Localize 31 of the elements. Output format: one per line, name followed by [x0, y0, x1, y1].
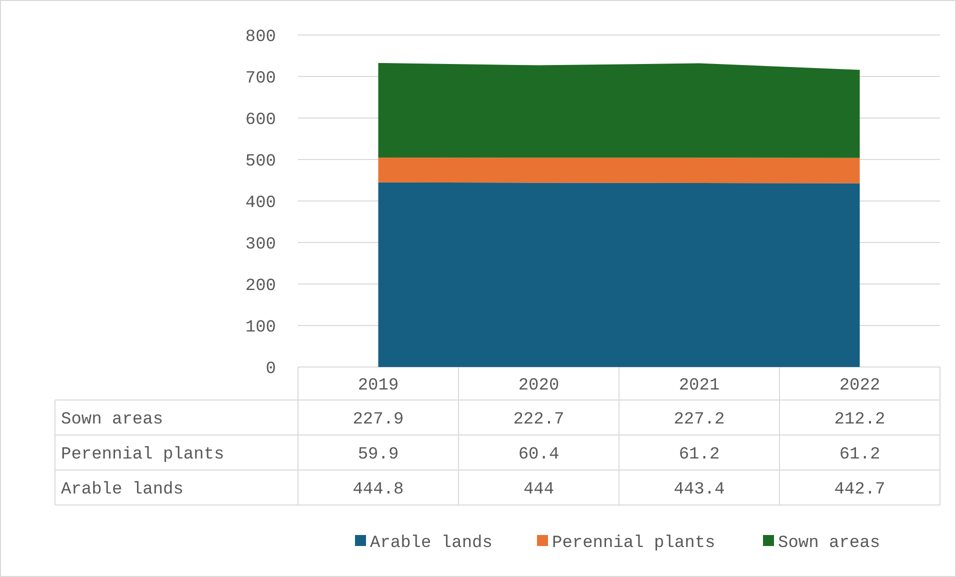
- y-tick-label: 300: [245, 235, 276, 254]
- data-label: 222.7: [513, 410, 564, 430]
- y-tick-label: 400: [245, 194, 276, 213]
- y-tick-label: 0: [266, 360, 276, 379]
- y-tick-label: 800: [245, 28, 276, 47]
- x-tick-label: 2020: [518, 376, 560, 396]
- data-label: 60.4: [518, 445, 560, 464]
- data-label: 227.2: [674, 410, 725, 430]
- legend-label: Sown areas: [778, 534, 880, 553]
- y-tick-label: 100: [245, 318, 276, 338]
- data-label: 61.2: [839, 445, 880, 464]
- data-label: 61.2: [678, 445, 720, 464]
- data-label: 212.2: [834, 410, 886, 430]
- legend-label: Arable lands: [370, 534, 492, 553]
- data-label: 59.9: [358, 445, 399, 464]
- text: Perennial plants: [61, 445, 224, 464]
- text: Arable lands: [61, 480, 184, 500]
- y-tick-label: 700: [245, 69, 276, 88]
- y-tick-label: 200: [245, 276, 276, 296]
- data-label: 443.4: [674, 480, 725, 500]
- data-label: 442.7: [834, 480, 886, 500]
- x-tick-label: 2021: [678, 376, 720, 396]
- x-tick-label: 2022: [839, 376, 880, 396]
- data-label: 444.8: [352, 480, 404, 500]
- y-tick-label: 500: [245, 152, 276, 172]
- text: Sown areas: [61, 410, 164, 430]
- y-tick-label: 600: [245, 110, 276, 130]
- legend-label: Perennial plants: [552, 534, 716, 553]
- data-label: 444: [523, 480, 554, 500]
- data-label: 227.9: [352, 410, 404, 430]
- x-tick-label: 2019: [358, 376, 399, 396]
